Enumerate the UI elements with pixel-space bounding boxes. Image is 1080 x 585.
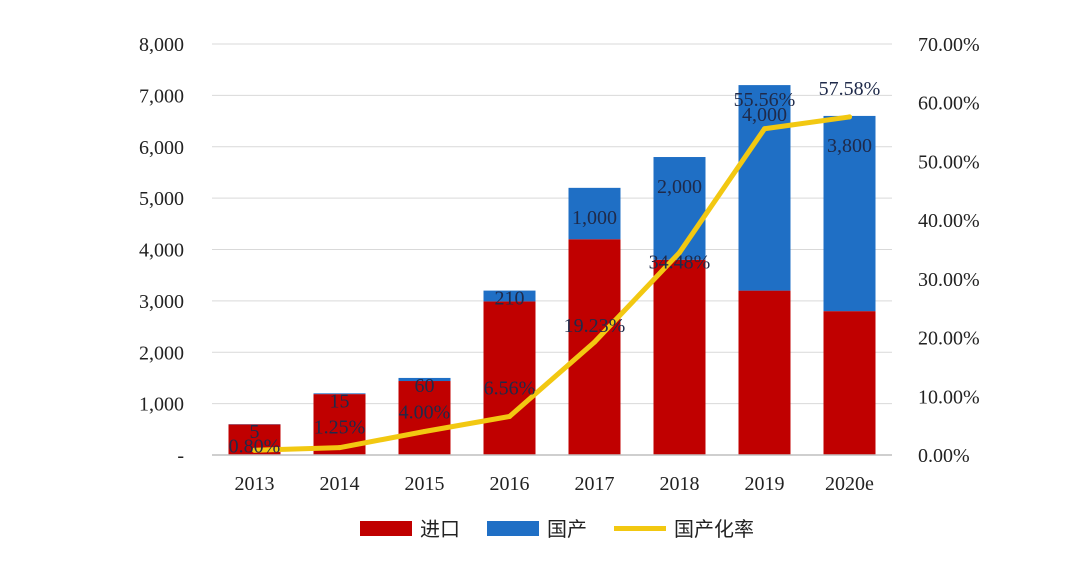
y-left-tick-label: 8,000 (139, 34, 184, 56)
y-left-tick-label: 7,000 (139, 85, 184, 107)
y-right-tick-label: 20.00% (918, 328, 980, 350)
rate-value-label: 57.58% (819, 78, 881, 100)
domestic-value-label: 3,800 (827, 135, 872, 157)
legend-swatch-rate (614, 526, 666, 531)
legend: 进口 国产 国产化率 (360, 517, 754, 541)
rate-point (507, 414, 512, 419)
rate-point (762, 126, 767, 131)
rate-value-label: 4.00% (399, 402, 451, 424)
y-right-tick-label: 60.00% (918, 93, 980, 115)
domestic-value-label: 2,000 (657, 176, 702, 198)
x-tick-label: 2018 (660, 473, 700, 495)
legend-label-import: 进口 (420, 517, 460, 541)
bar-import (569, 239, 621, 455)
rate-value-label: 55.56% (734, 89, 796, 111)
bar-domestic (654, 157, 706, 260)
rate-value-label: 6.56% (484, 377, 536, 399)
bar-import (739, 291, 791, 455)
rate-value-label: 0.80% (229, 435, 281, 457)
y-left-tick-label: - (177, 445, 184, 467)
legend-label-rate: 国产化率 (674, 517, 754, 541)
x-tick-label: 2019 (745, 473, 785, 495)
y-right-tick-label: 70.00% (918, 34, 980, 56)
bar-import (654, 260, 706, 455)
y-right-tick-label: 0.00% (918, 445, 970, 467)
rate-point (592, 340, 597, 345)
y-left-tick-label: 1,000 (139, 394, 184, 416)
y-right-tick-label: 30.00% (918, 269, 980, 291)
y-right-tick-label: 50.00% (918, 151, 980, 173)
bar-import (824, 311, 876, 455)
y-right-tick-label: 40.00% (918, 210, 980, 232)
rate-point (422, 429, 427, 434)
x-tick-label: 2017 (575, 473, 615, 495)
rate-point (847, 114, 852, 119)
y-left-tick-label: 3,000 (139, 291, 184, 313)
watermark-logo-icon (13, 549, 45, 569)
x-tick-label: 2016 (490, 473, 530, 495)
x-tick-label: 2015 (405, 473, 445, 495)
legend-swatch-domestic (487, 521, 539, 536)
legend-label-domestic: 国产 (547, 517, 587, 541)
y-left-tick-label: 5,000 (139, 188, 184, 210)
watermark: 大数跨境 (13, 549, 130, 572)
y-left-tick-label: 4,000 (139, 240, 184, 262)
rate-point (337, 445, 342, 450)
watermark-text: 大数跨境 (54, 549, 130, 572)
y-left-tick-label: 2,000 (139, 342, 184, 364)
x-tick-label: 2020e (825, 473, 874, 495)
x-tick-label: 2013 (235, 473, 275, 495)
bars (229, 85, 876, 455)
rate-value-label: 34.48% (649, 252, 711, 274)
rate-value-label: 1.25% (314, 417, 366, 439)
y-right-tick-label: 10.00% (918, 386, 980, 408)
domestic-value-label: 210 (495, 288, 525, 310)
domestic-value-label: 15 (330, 390, 350, 412)
domestic-value-label: 60 (415, 375, 435, 397)
domestic-value-label: 1,000 (572, 207, 617, 229)
rate-value-label: 19.23% (564, 315, 626, 337)
x-tick-label: 2014 (320, 473, 360, 495)
y-left-tick-label: 6,000 (139, 137, 184, 159)
legend-swatch-import (360, 521, 412, 536)
